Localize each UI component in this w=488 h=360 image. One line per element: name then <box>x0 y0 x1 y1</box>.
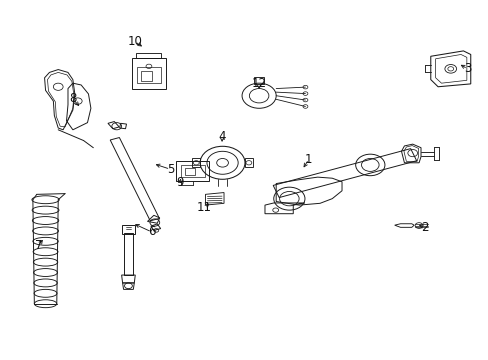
Text: 2: 2 <box>420 221 428 234</box>
Text: 8: 8 <box>69 93 77 105</box>
Text: 11: 11 <box>197 202 212 215</box>
Text: 3: 3 <box>463 62 470 75</box>
Text: 1: 1 <box>305 153 312 166</box>
Text: 9: 9 <box>176 176 183 189</box>
Text: 12: 12 <box>251 77 266 90</box>
Text: 10: 10 <box>127 35 142 48</box>
Text: 7: 7 <box>35 239 42 252</box>
Text: 4: 4 <box>218 130 225 144</box>
Text: 5: 5 <box>166 163 174 176</box>
Text: 6: 6 <box>148 225 155 238</box>
